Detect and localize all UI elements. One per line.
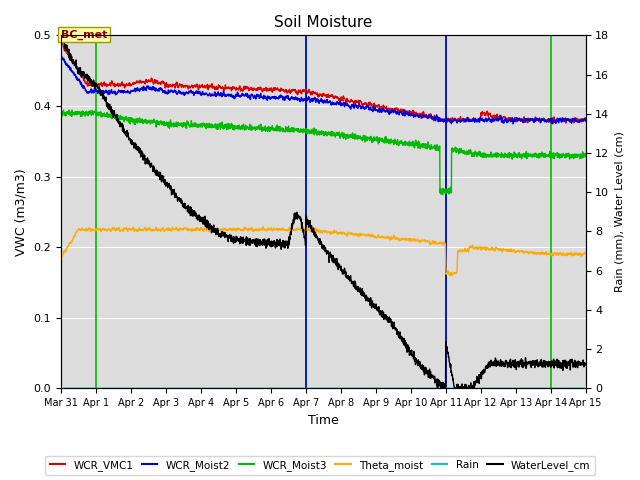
Y-axis label: VWC (m3/m3): VWC (m3/m3) <box>15 168 28 256</box>
X-axis label: Time: Time <box>308 414 339 427</box>
Y-axis label: Rain (mm), Water Level (cm): Rain (mm), Water Level (cm) <box>615 132 625 292</box>
Title: Soil Moisture: Soil Moisture <box>274 15 372 30</box>
Text: BC_met: BC_met <box>61 29 108 40</box>
Legend: WCR_VMC1, WCR_Moist2, WCR_Moist3, Theta_moist, Rain, WaterLevel_cm: WCR_VMC1, WCR_Moist2, WCR_Moist3, Theta_… <box>45 456 595 475</box>
